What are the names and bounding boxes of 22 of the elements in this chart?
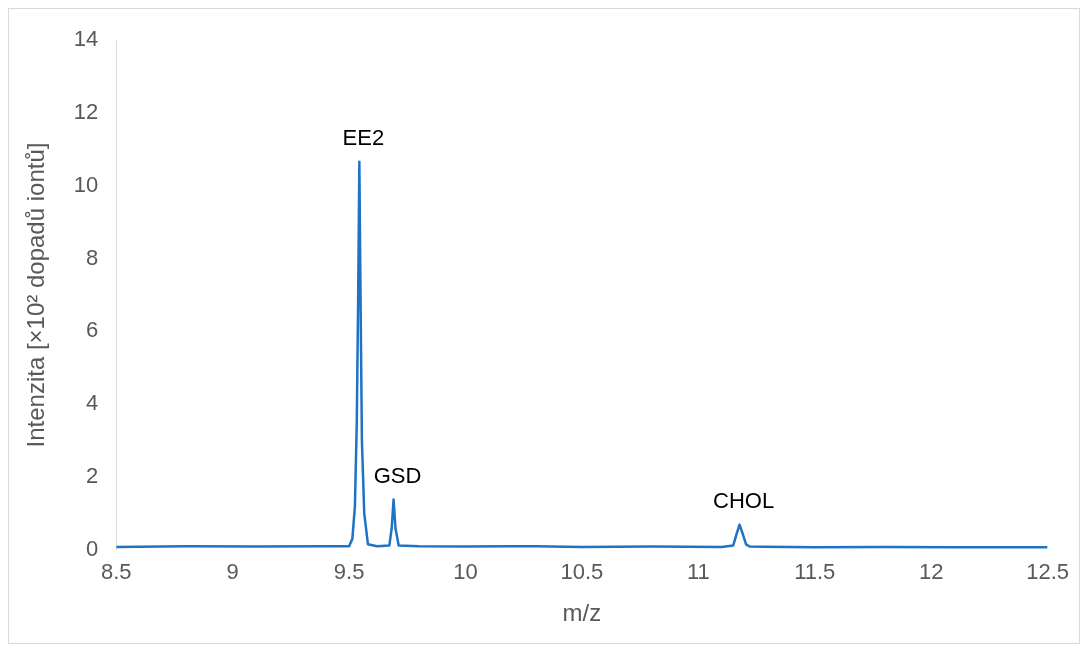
x-tick-label: 10.5 [560,559,604,585]
y-tick-label: 6 [86,317,99,343]
x-tick-label: 9.5 [333,559,365,585]
x-tick-label: 12.5 [1026,559,1069,585]
y-tick-label: 4 [86,390,99,416]
y-tick-label: 0 [86,535,99,561]
annotation: CHOL [712,487,775,513]
x-axis-title: m/z [562,599,602,627]
y-tick-label: 14 [73,26,99,52]
y-tick-label: 2 [86,463,99,489]
x-tick-label: 12 [918,559,944,585]
x-tick-label: 8.5 [100,559,132,585]
y-tick-label: 10 [73,171,99,197]
y-tick-label: 8 [86,244,99,270]
y-tick-label: 12 [73,99,99,125]
x-tick-label: 11.5 [794,559,836,585]
annotation: EE2 [342,124,385,150]
y-axis-title: Intenzita [×10² dopadů iontů] [22,142,50,448]
x-tick-label: 9 [226,559,239,585]
annotation: GSD [373,462,422,488]
x-tick-label: 10 [453,559,478,585]
x-tick-label: 11 [686,559,710,585]
